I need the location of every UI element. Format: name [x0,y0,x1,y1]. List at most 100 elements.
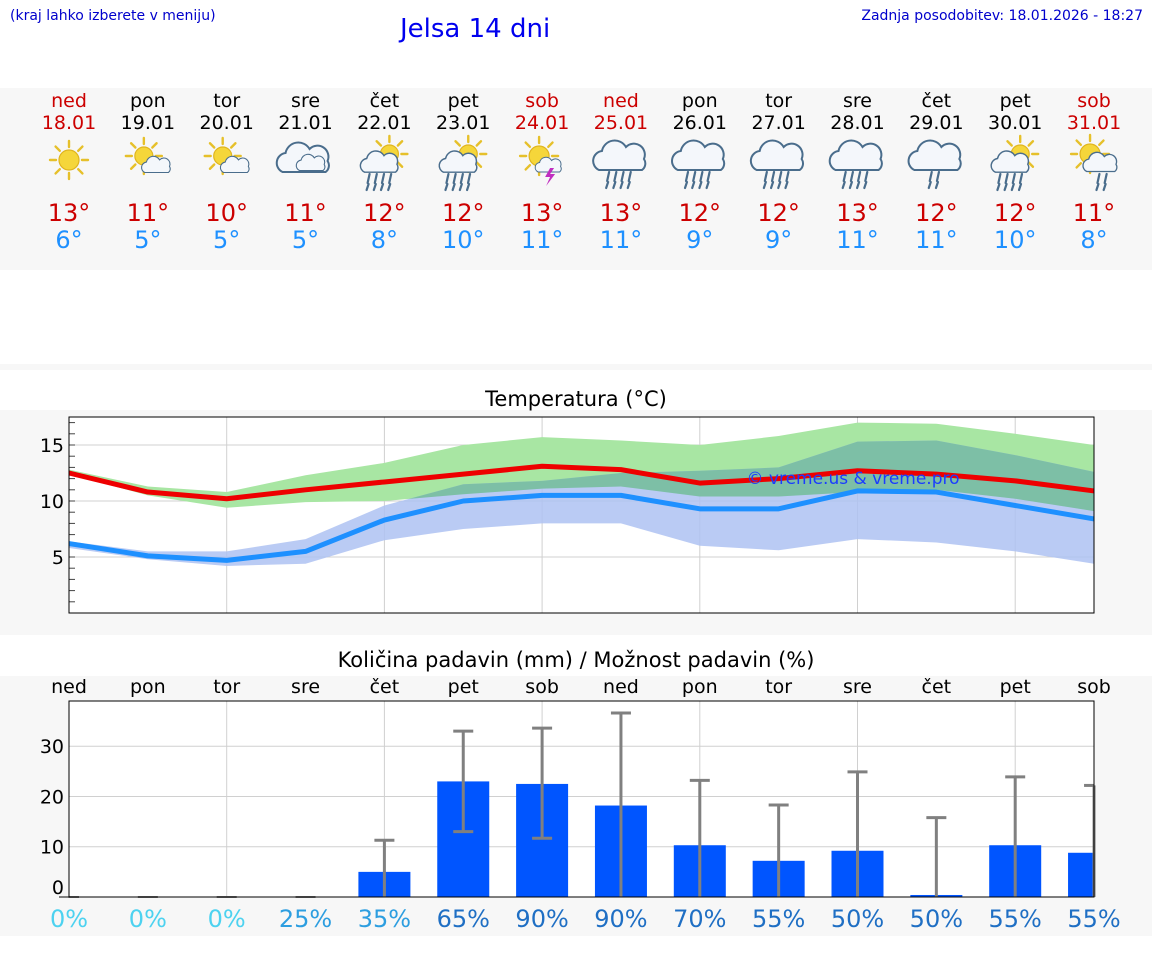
rain-drop [691,180,696,190]
day-tmax-label: 12° [363,199,406,227]
day-name-label: pet [1000,90,1031,112]
sun-storm-icon [518,135,562,186]
y-tick-label: 30 [40,736,64,758]
day-tmax-label: 13° [836,199,879,227]
sun-ray [1075,139,1083,147]
y-tick-label: 10 [40,837,64,859]
day-tmax-label: 12° [915,199,958,227]
sun-ray [54,167,62,175]
rain-drop [770,170,776,183]
x-category-label: sob [1077,676,1111,698]
rain-drop [373,172,378,185]
cloud-shape [671,139,726,171]
y-tick-label: 10 [40,491,64,513]
day-date-label: 25.01 [594,112,648,134]
sun-shape [48,139,90,181]
watermark: © vreme.us & vreme.pro [746,469,959,489]
sun-ray [475,140,483,147]
precip-bar [1068,852,1094,897]
rain-drop [1017,182,1023,192]
cloud-shape [907,139,962,171]
day-tmin-label: 5° [213,226,240,254]
sun-ray [375,140,383,147]
x-category-label: tor [213,676,240,698]
x-category-label: pon [682,676,718,698]
cloud-outline [671,139,726,171]
precip-probability-label: 90% [594,905,647,933]
sun-ray [1027,161,1035,168]
day-date-label: 23.01 [436,112,490,134]
rain-drop [762,180,767,190]
cloud-outline [141,155,171,174]
rain-drop [705,180,710,190]
rain-drop [1096,172,1101,185]
rain-drop [1102,182,1107,192]
rain-drop [996,182,1001,192]
cloud-outline [534,156,562,173]
sun-ray [129,163,137,170]
cloud-shape [1082,151,1118,173]
precip-probability-label: 0% [129,905,167,933]
day-name-label: ned [51,90,87,112]
plot-frame [68,416,1095,614]
day-date-label: 24.01 [515,112,569,134]
rain-drop [365,182,370,192]
sun-ray [1006,140,1013,147]
rain-drop [605,180,610,190]
rain-drop [620,170,625,183]
rain-drop [698,180,703,190]
day-name-label: tor [213,90,240,112]
rain-drop [928,170,933,183]
day-name-label: sre [843,90,872,112]
rain-drop [855,180,861,190]
rain-drop [842,170,847,183]
rain-drop [785,170,790,183]
sun-ray [151,142,158,149]
forecast-days-panel [0,88,1152,270]
cloud-outline [828,139,883,171]
x-category-label: pet [448,676,479,698]
day-tmax-label: 12° [679,199,722,227]
cloud-shape [141,155,171,174]
location-hint: (kraj lahko izberete v meniju) [10,8,216,24]
day-tmin-label: 10° [994,226,1037,254]
rain-drop [935,170,941,183]
temperature-chart: 5 10 15 © vreme.us & vreme.pro [40,416,1095,614]
day-tmin-label: 8° [1080,226,1107,254]
cloud-outline [990,150,1030,173]
day-date-label: 20.01 [199,112,253,134]
day-date-label: 29.01 [909,112,963,134]
plot-background [69,701,1094,897]
rain-drop [769,180,775,190]
precip-probability-label: 0% [50,905,88,933]
rain-drop [444,182,449,192]
day-date-label: 28.01 [830,112,884,134]
day-name-label: sob [525,90,559,112]
day-tmax-label: 12° [757,199,800,227]
precip-probability-label: 0% [208,905,246,933]
precip-probability-label: 65% [437,905,490,933]
rain-drop [465,182,471,192]
sunny-icon [48,139,90,181]
rain-drop [777,180,782,190]
cloud-shape [219,155,250,174]
rain-icon [671,139,726,190]
day-tmin-label: 10° [442,226,485,254]
rain-drop [459,172,464,185]
day-tmax-label: 12° [994,199,1037,227]
y-tick-label: 15 [40,435,64,457]
rain-drop [864,170,869,183]
sun-ray [76,167,84,175]
sun-ray [208,163,216,170]
rain-drop [927,180,932,190]
sun-ray [475,161,483,168]
x-category-label: tor [765,676,792,698]
rain-drop [379,182,385,192]
rain-drop [841,180,846,190]
sun-ray [396,140,404,147]
plot-frame [68,700,1095,898]
rain-drop [706,170,711,183]
cloud-outline [295,153,326,172]
cloud-outline [592,139,647,171]
precip-probability-label: 55% [752,905,805,933]
